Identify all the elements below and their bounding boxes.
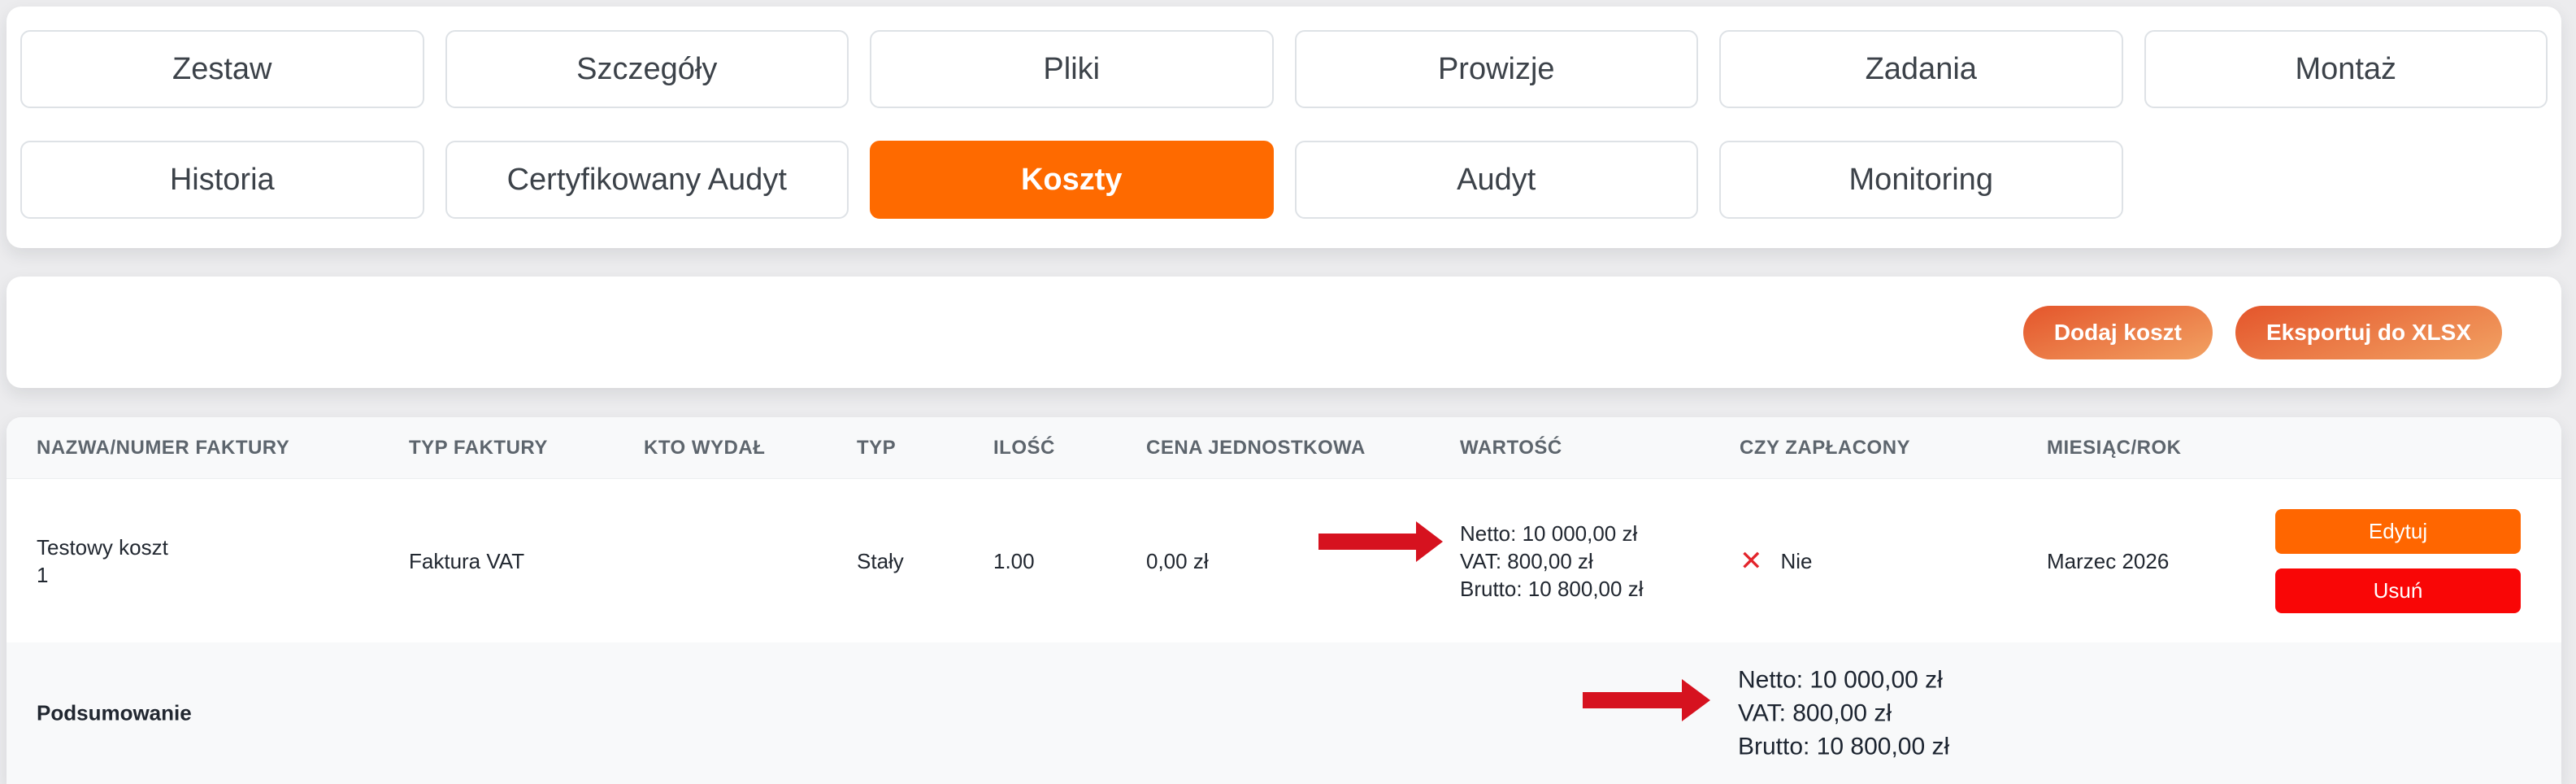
add-cost-button[interactable]: Dodaj koszt [2022, 305, 2213, 359]
tab-koszty[interactable]: Koszty [870, 141, 1274, 219]
edit-button[interactable]: Edytuj [2275, 508, 2521, 554]
cell-month-year: Marzec 2026 [2047, 548, 2170, 573]
cell-value: Netto: 10 000,00 zł VAT: 800,00 zł Brutt… [1460, 520, 1740, 603]
tab-pliki[interactable]: Pliki [870, 30, 1274, 108]
summary-vat: VAT: 800,00 zł [1738, 699, 1892, 727]
tab-zestaw[interactable]: Zestaw [20, 30, 424, 108]
value-vat: VAT: 800,00 zł [1460, 548, 1593, 573]
tab-szczegoly[interactable]: Szczegóły [445, 30, 849, 108]
toolbar-card: Dodaj koszt Eksportuj do XLSX [7, 277, 2561, 388]
tab-audyt[interactable]: Audyt [1294, 141, 1698, 219]
summary-row: Podsumowanie Netto: 10 000,00 zł VAT: 80… [7, 642, 2561, 784]
header-quantity: ILOŚĆ [993, 436, 1055, 459]
delete-button[interactable]: Usuń [2275, 568, 2521, 613]
cell-invoice-type: Faktura VAT [409, 548, 525, 573]
paid-label: Nie [1780, 548, 1813, 573]
cell-name: Testowy koszt 1 [37, 534, 168, 587]
tab-certyfikowany-audyt[interactable]: Certyfikowany Audyt [445, 141, 849, 219]
table-header-row: NAZWA/NUMER FAKTURY TYP FAKTURY KTO WYDA… [7, 417, 2561, 479]
tab-prowizje[interactable]: Prowizje [1294, 30, 1698, 108]
value-netto: Netto: 10 000,00 zł [1460, 520, 1638, 546]
cell-paid: ✕ Nie [1740, 547, 2047, 575]
tabs-card: Zestaw Szczegóły Pliki Prowizje Zadania … [7, 7, 2561, 248]
tab-zadania[interactable]: Zadania [1719, 30, 2123, 108]
header-paid: CZY ZAPŁACONY [1740, 436, 1911, 459]
summary-netto: Netto: 10 000,00 zł [1738, 666, 1943, 694]
tabs-grid: Zestaw Szczegóły Pliki Prowizje Zadania … [20, 30, 2548, 219]
summary-label: Podsumowanie [37, 700, 192, 725]
tab-monitoring[interactable]: Monitoring [1719, 141, 2123, 219]
cell-type: Stały [857, 548, 904, 573]
cell-actions: Edytuj Usuń [2275, 508, 2561, 613]
cell-quantity: 1.00 [993, 548, 1035, 573]
not-paid-x-icon: ✕ [1740, 545, 1763, 577]
header-invoice-type: TYP FAKTURY [409, 436, 548, 459]
table-row: Testowy koszt 1 Faktura VAT Stały 1.00 0… [7, 479, 2561, 642]
export-xlsx-button[interactable]: Eksportuj do XLSX [2235, 305, 2502, 359]
summary-values: Netto: 10 000,00 zł VAT: 800,00 zł Brutt… [1738, 664, 1949, 764]
tab-montaz[interactable]: Montaż [2144, 30, 2548, 108]
header-issued-by: KTO WYDAŁ [644, 436, 766, 459]
header-name: NAZWA/NUMER FAKTURY [37, 436, 290, 459]
header-unit-price: CENA JEDNOSTKOWA [1146, 436, 1366, 459]
costs-table-card: NAZWA/NUMER FAKTURY TYP FAKTURY KTO WYDA… [7, 417, 2561, 784]
summary-brutto: Brutto: 10 800,00 zł [1738, 733, 1950, 760]
header-value: WARTOŚĆ [1460, 436, 1562, 459]
cell-unit-price: 0,00 zł [1146, 548, 1209, 573]
header-type: TYP [857, 436, 897, 459]
header-month-year: MIESIĄC/ROK [2047, 436, 2182, 459]
value-brutto: Brutto: 10 800,00 zł [1460, 576, 1644, 601]
tab-historia[interactable]: Historia [20, 141, 424, 219]
